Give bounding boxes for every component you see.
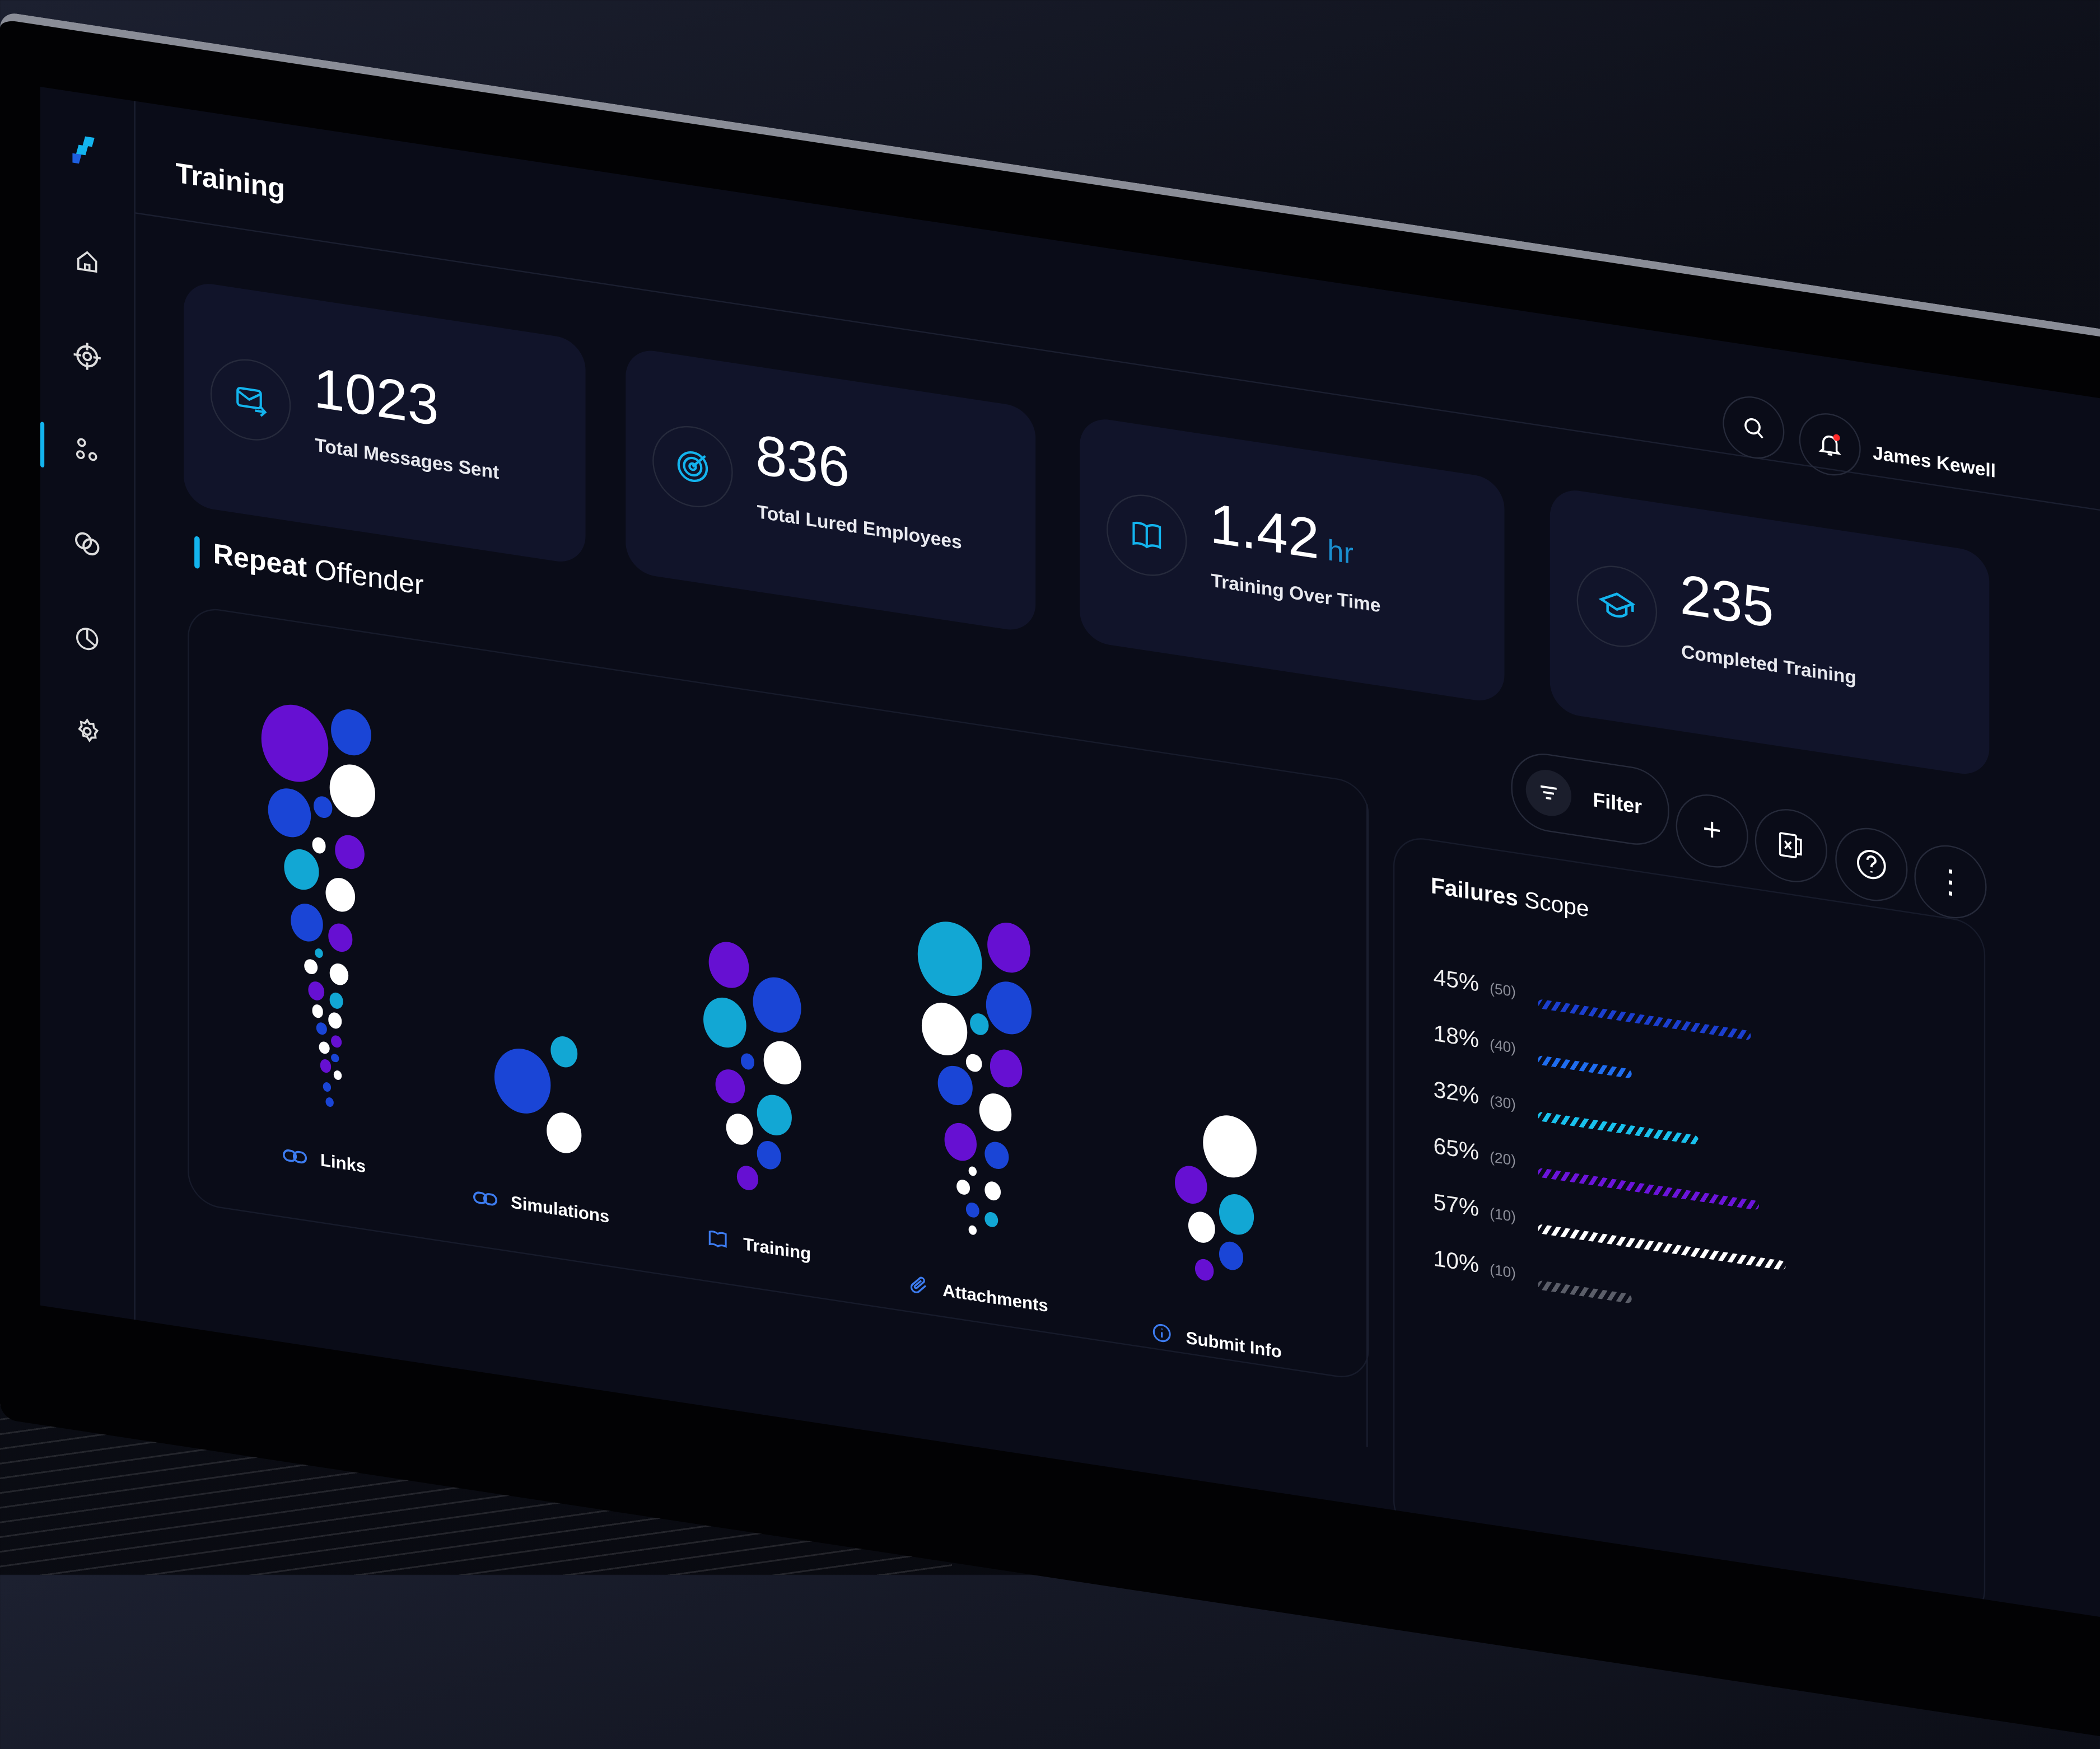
filter-button[interactable]: Filter [1511,748,1669,850]
stat-value: 1023 [313,356,439,438]
stat-card-training-time: 1.42 hr Training Over Time [1080,415,1505,705]
book-icon [1107,489,1187,582]
dashboard-screen: Training James Kewell 1023 Total Message… [40,87,2100,1630]
help-button[interactable] [1835,822,1908,906]
radar-icon [652,420,733,513]
mail-icon [210,353,291,446]
paperclip-icon [910,1276,927,1293]
user-name[interactable]: James Kewell [1873,441,1996,482]
nodes-icon[interactable] [70,430,105,470]
stat-card-completed: 235 Completed Training [1550,486,1990,778]
stat-label: Total Lured Employees [757,500,962,553]
help-icon [1857,850,1886,880]
stat-label: Completed Training [1681,640,1856,689]
failures-panel [1393,834,1986,1622]
excel-icon [1779,832,1802,858]
filter-icon [1525,766,1572,820]
title-bold: Repeat [213,539,307,584]
category-attachments[interactable]: Attachments [908,1273,1048,1316]
stat-number: 1.42 [1210,491,1319,571]
more-options-button[interactable]: ⋮ [1914,840,1987,924]
export-excel-button[interactable] [1754,804,1827,887]
category-training[interactable]: Training [706,1227,811,1264]
active-indicator [40,422,45,468]
link-rings-icon[interactable] [70,524,105,564]
add-button[interactable]: + [1676,789,1748,873]
notifications-button[interactable] [1799,409,1861,480]
stat-unit: hr [1327,533,1354,571]
category-links[interactable]: Links [282,1144,366,1176]
category-simulations[interactable]: Simulations [473,1186,609,1227]
logo-icon [72,136,95,164]
stat-card-lured: 836 Total Lured Employees [626,347,1036,634]
stat-value: 1.42 hr [1210,491,1354,577]
stat-value: 836 [755,422,850,500]
bell-icon [1818,434,1841,456]
link-icon [473,1191,498,1205]
pie-chart-icon[interactable] [70,619,105,659]
bubble [312,1004,323,1018]
section-title-repeat-offender: Repeat Offender [194,536,424,602]
stat-card-messages: 1023 Total Messages Sent [183,279,586,566]
bubble [320,1059,332,1073]
stat-label: Total Messages Sent [315,433,500,483]
more-vertical-icon: ⋮ [1934,861,1967,902]
book-icon [708,1231,727,1248]
stat-label: Training Over Time [1211,569,1381,616]
graduation-cap-icon [1576,560,1658,653]
search-icon [1744,418,1763,439]
home-icon[interactable] [70,241,105,282]
stat-value: 235 [1679,562,1774,640]
category-submit-info[interactable]: Submit Info [1151,1321,1282,1362]
title-rest: Offender [315,554,424,602]
filter-label: Filter [1593,788,1642,819]
info-icon [1152,1324,1171,1343]
page-title: Training [175,158,285,206]
sidebar [40,87,136,1320]
search-button[interactable] [1723,392,1785,463]
link-icon [282,1148,307,1163]
plus-icon: + [1702,811,1721,850]
gear-icon[interactable] [70,711,105,751]
panel-divider [1366,804,1368,1447]
crosshair-icon[interactable] [70,336,105,377]
